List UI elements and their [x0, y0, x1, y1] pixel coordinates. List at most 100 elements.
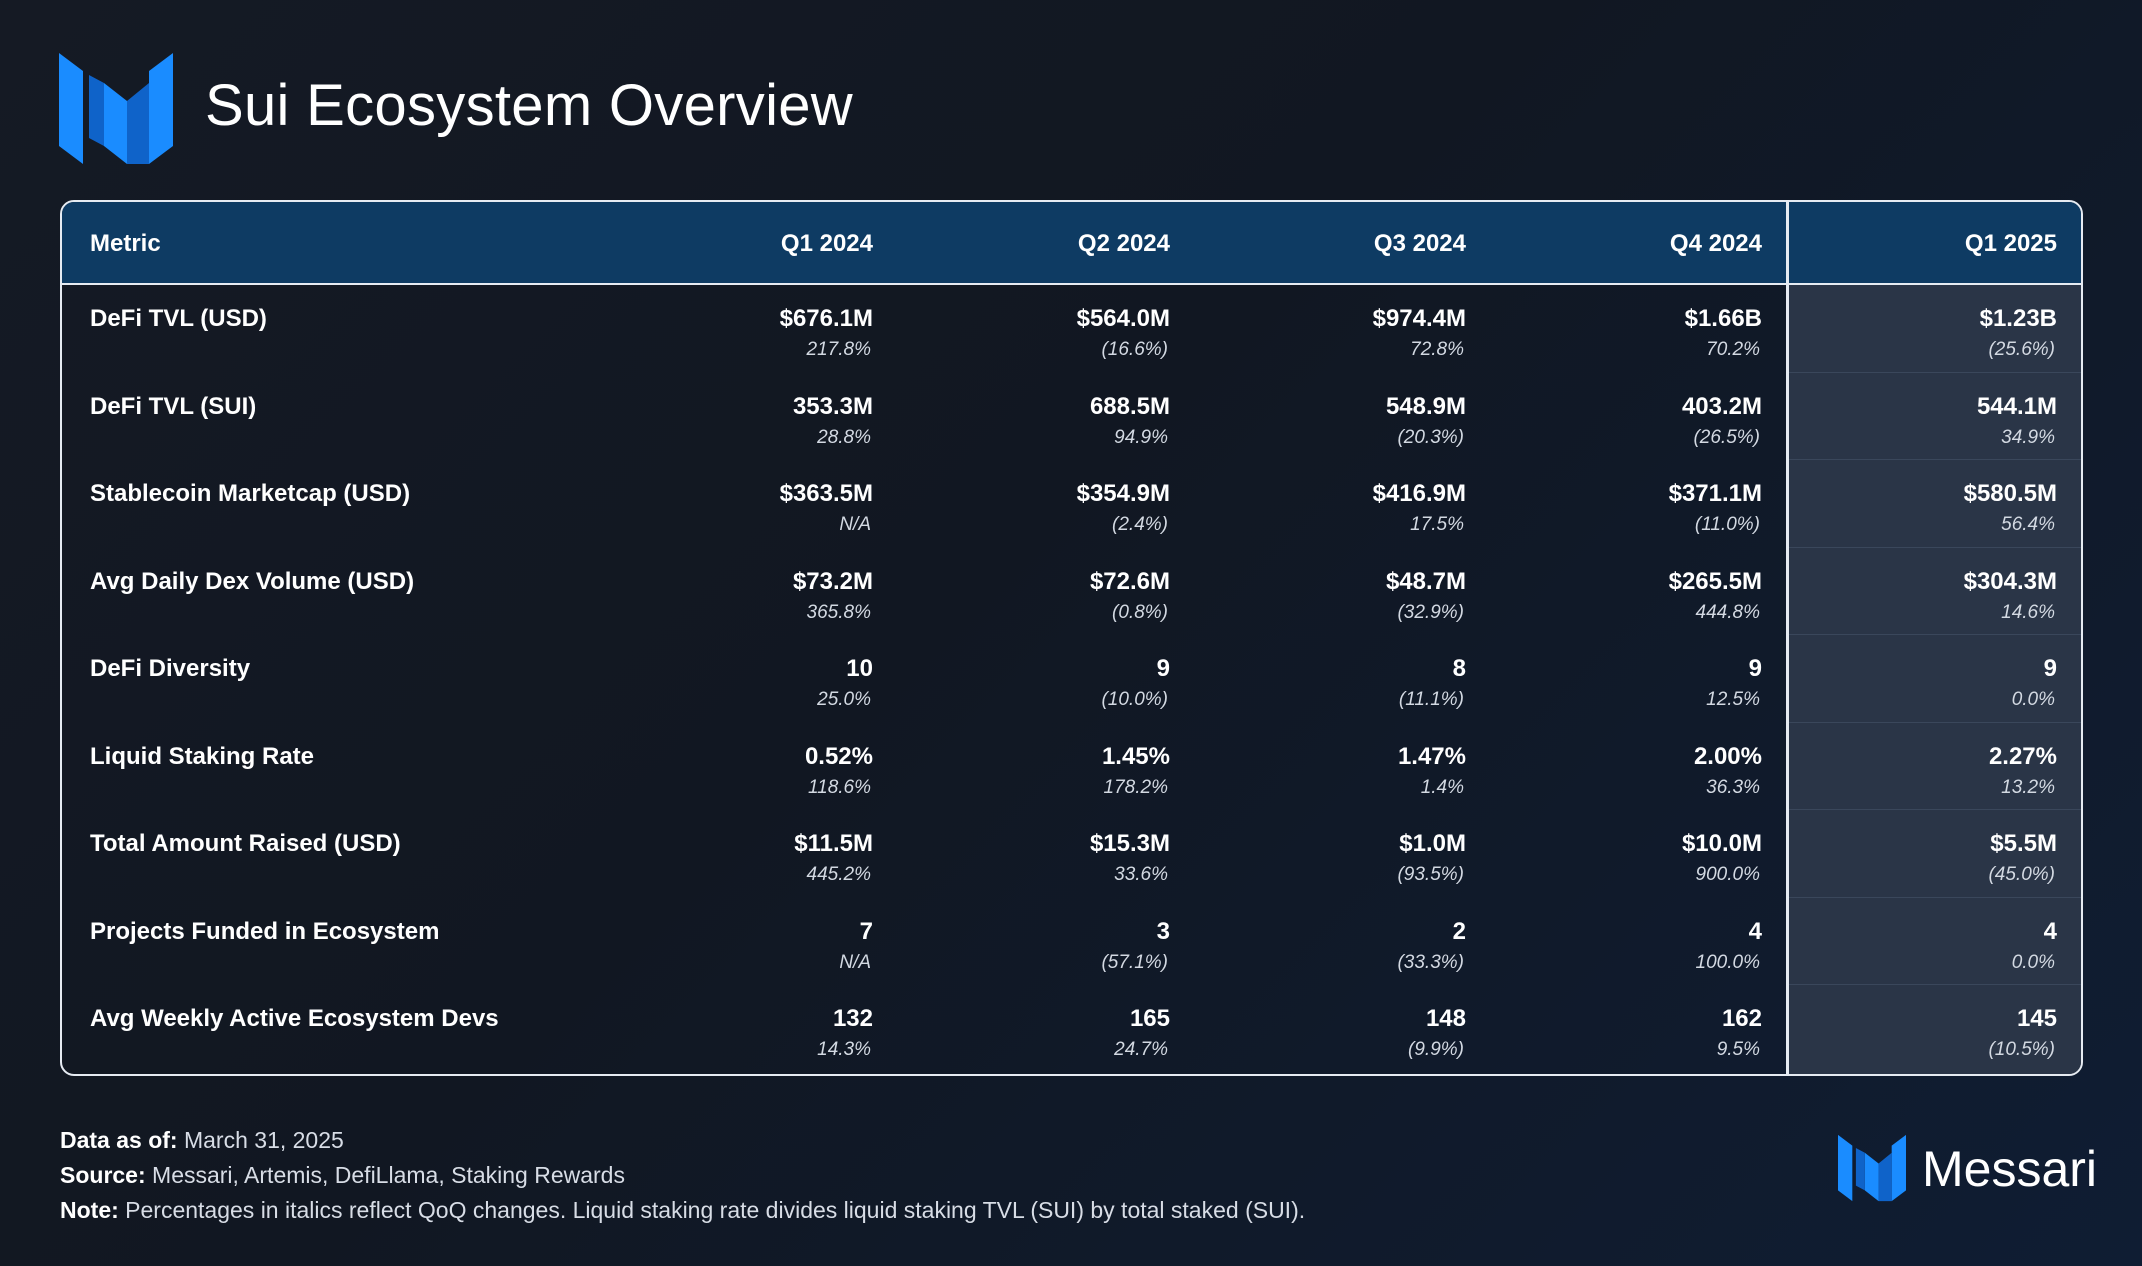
cell-value: $1.66B [1684, 305, 1762, 332]
cell-qoq-change: 94.9% [1114, 426, 1168, 448]
metrics-table: Metric Q1 2024 Q2 2024 Q3 2024 Q4 2024 Q1 202… [60, 200, 2083, 1076]
cell-value: 0.52% [804, 742, 873, 770]
cell-qoq-change: 9.5% [1716, 1039, 1760, 1060]
cell-qoq-change: 217.8% [806, 339, 871, 360]
cell-value: $363.5M [779, 480, 873, 507]
cell-qoq-change: 17.5% [1410, 514, 1464, 535]
metric-label: DeFi TVL (SUI) [90, 392, 257, 420]
cell-qoq-change: 33.6% [1114, 864, 1168, 885]
cell-qoq-change: (11.1%) [1398, 689, 1464, 710]
cell-value: $1.0M [1399, 830, 1466, 857]
cell-qoq-change: 13.2% [2001, 776, 2055, 798]
messari-small-logo-icon [1838, 1134, 1906, 1202]
cell-value: $48.7M [1385, 567, 1466, 595]
source-value: Messari, Artemis, DefiLlama, Staking Rew… [152, 1162, 625, 1188]
cell-value: $564.0M [1076, 305, 1170, 332]
cell-qoq-change: 36.3% [1706, 776, 1760, 798]
table-row: Total Amount Raised (USD) $11.5M 445.2% $15… [62, 810, 2081, 898]
cell-value: 1.45% [1101, 742, 1170, 770]
cell-value: $265.5M [1668, 567, 1762, 595]
cell-qoq-change: 72.8% [1410, 339, 1464, 360]
cell-qoq-change: 445.2% [806, 864, 871, 885]
table-row: Projects Funded in Ecosystem 7 N/A 3 (57.1%)… [62, 898, 2081, 985]
cell-qoq-change: (33.3%) [1397, 951, 1464, 973]
cell-value: 9 [2043, 655, 2057, 682]
cell-qoq-change: (32.9%) [1397, 601, 1464, 623]
cell-qoq-change: 100.0% [1695, 951, 1760, 973]
cell-value: 4 [1748, 917, 1762, 945]
cell-value: 8 [1452, 655, 1466, 682]
source-label: Source: [60, 1162, 146, 1188]
cell-qoq-change: (26.5%) [1693, 426, 1760, 448]
cell-value: $5.5M [1990, 830, 2057, 857]
cell-value: $10.0M [1681, 830, 1762, 857]
metric-label: Liquid Staking Rate [90, 742, 315, 770]
cell-value: $354.9M [1076, 480, 1170, 507]
cell-qoq-change: 14.6% [2001, 601, 2055, 623]
cell-value: 165 [1129, 1005, 1170, 1032]
table-row: Stablecoin Marketcap (USD) $363.5M N/A $354… [62, 460, 2081, 548]
cell-qoq-change: 0.0% [2011, 689, 2055, 710]
cell-value: 162 [1721, 1005, 1762, 1032]
cell-value: 544.1M [1976, 392, 2057, 420]
cell-qoq-change: (2.4%) [1112, 514, 1168, 535]
metric-label: Avg Daily Dex Volume (USD) [90, 567, 415, 595]
cell-value: 7 [859, 917, 873, 945]
cell-qoq-change: 0.0% [2011, 951, 2055, 973]
cell-value: 2.00% [1693, 742, 1762, 770]
column-header-q2-2024: Q2 2024 [1077, 230, 1170, 257]
cell-qoq-change: 25.0% [817, 689, 871, 710]
cell-value: 10 [846, 655, 873, 682]
cell-qoq-change: 178.2% [1103, 776, 1168, 798]
cell-qoq-change: (16.6%) [1101, 339, 1168, 360]
data-as-of-value: March 31, 2025 [183, 1127, 344, 1153]
cell-qoq-change: 12.5% [1706, 689, 1760, 710]
cell-value: $73.2M [792, 567, 873, 595]
metric-label: Total Amount Raised (USD) [90, 830, 401, 857]
cell-value: $676.1M [779, 305, 873, 332]
cell-qoq-change: 56.4% [2001, 514, 2055, 535]
row-divider [1788, 896, 2081, 898]
cell-value: $371.1M [1668, 480, 1762, 507]
brand-name: Messari [1922, 1141, 2098, 1197]
cell-qoq-change: (9.9%) [1408, 1039, 1464, 1060]
table-row: DeFi TVL (SUI) 353.3M 28.8% 688.5M 94.9% 548.… [62, 373, 2081, 460]
cell-qoq-change: (57.1%) [1101, 951, 1168, 973]
cell-value: $1.23B [1979, 305, 2057, 332]
cell-qoq-change: (11.0%) [1694, 514, 1760, 535]
data-as-of-label: Data as of: [60, 1127, 178, 1153]
cell-value: 1.47% [1397, 742, 1466, 770]
cell-qoq-change: 365.8% [806, 601, 871, 623]
table-row: Avg Weekly Active Ecosystem Devs 132 14.3%… [62, 985, 2081, 1073]
cell-qoq-change: N/A [839, 951, 871, 973]
cell-qoq-change: 900.0% [1695, 864, 1760, 885]
column-header-metric: Metric [90, 230, 161, 257]
cell-value: 3 [1156, 917, 1170, 945]
cell-value: $974.4M [1372, 305, 1466, 332]
cell-qoq-change: (20.3%) [1397, 426, 1464, 448]
column-header-q1-2025: Q1 2025 [1964, 230, 2057, 257]
row-divider [1788, 809, 2081, 810]
cell-value: $304.3M [1963, 567, 2057, 595]
cell-qoq-change: 444.8% [1695, 601, 1760, 623]
row-divider [1788, 984, 2081, 985]
cell-value: 145 [2016, 1005, 2057, 1032]
cell-value: 148 [1425, 1005, 1466, 1032]
footer-data-as-of: Data as of: March 31, 2025 [60, 1127, 344, 1154]
row-divider [1788, 371, 2081, 373]
row-divider [1788, 459, 2081, 460]
cell-value: 9 [1156, 655, 1170, 682]
footer-source: Source: Messari, Artemis, DefiLlama, Sta… [60, 1162, 625, 1189]
metric-label: Avg Weekly Active Ecosystem Devs [90, 1005, 499, 1032]
table-row: Liquid Staking Rate 0.52% 118.6% 1.45% 178.2… [62, 723, 2081, 810]
table-row: Avg Daily Dex Volume (USD) $73.2M 365.8% $7… [62, 548, 2081, 635]
messari-logo-icon [59, 53, 173, 164]
cell-value: 688.5M [1089, 392, 1170, 420]
table-row: DeFi Diversity 10 25.0% 9 (10.0%) 8 (11.1%) 9 12… [62, 635, 2081, 723]
cell-value: 4 [2043, 917, 2057, 945]
cell-value: 548.9M [1385, 392, 1466, 420]
note-label: Note: [60, 1197, 119, 1223]
metric-label: DeFi TVL (USD) [90, 305, 267, 332]
cell-value: 132 [832, 1005, 873, 1032]
cell-value: 9 [1748, 655, 1762, 682]
